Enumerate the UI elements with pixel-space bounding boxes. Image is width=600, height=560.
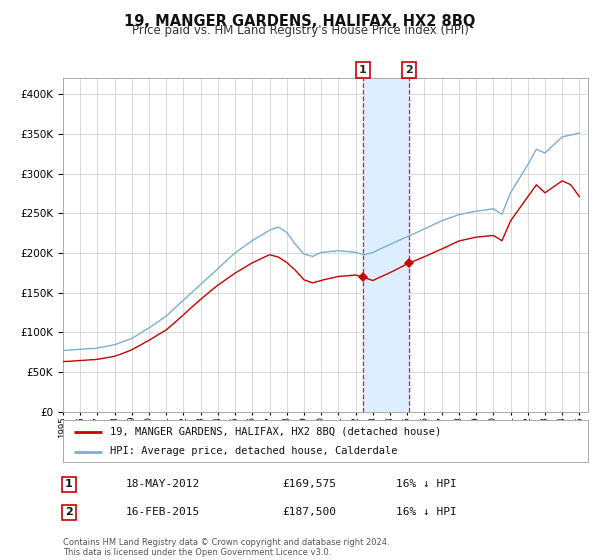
Text: 16% ↓ HPI: 16% ↓ HPI [396,479,457,489]
Text: 19, MANGER GARDENS, HALIFAX, HX2 8BQ (detached house): 19, MANGER GARDENS, HALIFAX, HX2 8BQ (de… [110,427,442,437]
Text: Price paid vs. HM Land Registry's House Price Index (HPI): Price paid vs. HM Land Registry's House … [131,24,469,37]
Text: 19, MANGER GARDENS, HALIFAX, HX2 8BQ: 19, MANGER GARDENS, HALIFAX, HX2 8BQ [124,14,476,29]
Text: 2: 2 [405,65,413,75]
Text: 2: 2 [65,507,73,517]
Text: £169,575: £169,575 [282,479,336,489]
Text: 16-FEB-2015: 16-FEB-2015 [126,507,200,517]
Text: 18-MAY-2012: 18-MAY-2012 [126,479,200,489]
Text: £187,500: £187,500 [282,507,336,517]
Text: 16% ↓ HPI: 16% ↓ HPI [396,507,457,517]
Bar [363,78,409,412]
Text: 1: 1 [359,65,367,75]
Text: 1: 1 [65,479,73,489]
Text: HPI: Average price, detached house, Calderdale: HPI: Average price, detached house, Cald… [110,446,398,456]
Text: Contains HM Land Registry data © Crown copyright and database right 2024.
This d: Contains HM Land Registry data © Crown c… [63,538,389,557]
